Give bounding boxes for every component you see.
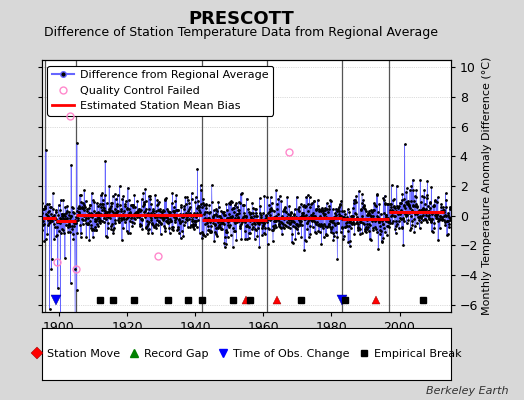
Text: PRESCOTT: PRESCOTT — [188, 10, 294, 28]
Legend: Difference from Regional Average, Quality Control Failed, Estimated Station Mean: Difference from Regional Average, Qualit… — [48, 66, 273, 116]
Text: Berkeley Earth: Berkeley Earth — [426, 386, 508, 396]
Legend: Station Move, Record Gap, Time of Obs. Change, Empirical Break: Station Move, Record Gap, Time of Obs. C… — [28, 346, 465, 362]
Y-axis label: Monthly Temperature Anomaly Difference (°C): Monthly Temperature Anomaly Difference (… — [482, 57, 492, 315]
Text: Difference of Station Temperature Data from Regional Average: Difference of Station Temperature Data f… — [44, 26, 438, 39]
